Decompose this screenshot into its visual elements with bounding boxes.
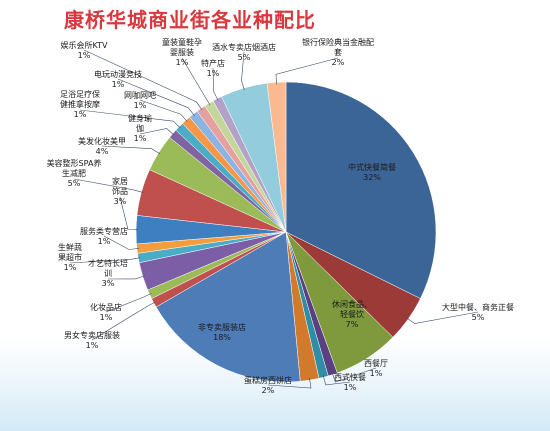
leader-line-8 — [91, 301, 156, 341]
slice-label-16: 健身瑜伽 1% — [128, 113, 152, 143]
leader-line-6 — [267, 378, 312, 389]
slice-labels: 中式快餐简餐 32% 大型中餐、商务正餐 5% 休闲食品、轻餐饮 7% 西餐厅 1%西式快餐 1… — [47, 37, 514, 395]
leader-line-11 — [69, 257, 141, 264]
slice-label-11: 生鲜蔬果超市 1% — [58, 242, 82, 272]
leader-line-18 — [139, 99, 188, 122]
slice-label-20: 娱乐会所KTV 1% — [61, 40, 109, 60]
leader-line-21 — [181, 57, 211, 106]
slice-label-24: 银行保险典当金融配套 2% — [302, 37, 374, 67]
leader-line-10 — [107, 275, 145, 280]
leader-line-17 — [79, 109, 181, 129]
slice-label-8: 男女专卖店服装 1% — [64, 330, 120, 350]
slice-label-13: 家居饰品 3% — [112, 176, 128, 206]
leader-lines — [69, 49, 479, 389]
chart-title: 康桥华城商业街各业种配比 — [64, 8, 316, 32]
slice-label-2: 大型中餐、商务正餐 5% — [442, 302, 514, 322]
leader-line-23 — [241, 51, 245, 91]
slice-label-18: 网咖网吧 1% — [124, 90, 156, 110]
slice-label-17: 足浴足疗保健推拿按摩 1% — [60, 89, 100, 119]
leader-line-14 — [73, 178, 144, 193]
leader-line-19 — [117, 78, 195, 116]
slice-label-6: 蛋糕房西饼店 2% — [244, 375, 292, 395]
slice-label-14: 美容整形SPA养生减肥 5% — [47, 158, 102, 188]
leader-line-16 — [139, 128, 175, 136]
slice-label-10: 才艺特长培训 3% — [88, 258, 128, 288]
leader-line-24 — [275, 57, 339, 85]
pie-slice-1 — [285, 81, 437, 299]
slice-label-3: 休闲食品、轻餐饮 7% — [332, 299, 372, 329]
leader-line-5 — [322, 375, 351, 386]
slice-label-9: 化妆品店 1% — [90, 302, 122, 322]
slice-label-1: 中式快餐简餐 32% — [348, 162, 396, 182]
leader-line-2 — [406, 311, 479, 324]
leader-line-4 — [331, 367, 377, 383]
leader-line-20 — [83, 49, 203, 111]
slice-label-22: 特产店 1% — [201, 58, 225, 78]
pie-slice-7 — [155, 231, 301, 383]
slice-label-12: 服务类专营店 1% — [80, 226, 128, 246]
leader-line-13 — [119, 196, 139, 230]
slice-label-15: 美发化妆美甲 4% — [78, 136, 126, 156]
slice-label-5: 西式快餐 1% — [334, 372, 366, 392]
slice-label-21: 童装童鞋孕婴服装 1% — [162, 37, 202, 67]
leader-line-22 — [212, 67, 219, 101]
slice-label-7: 非专卖服装店 18% — [198, 322, 246, 342]
leader-line-9 — [105, 293, 152, 313]
slice-label-4: 西餐厅 1% — [364, 359, 388, 378]
pie-slices — [135, 81, 437, 383]
slice-label-23: 酒水专卖店烟酒店 5% — [212, 42, 276, 62]
leader-line-15 — [101, 145, 161, 155]
slice-label-19: 电玩动漫竞技 1% — [94, 69, 142, 89]
leader-line-12 — [103, 235, 139, 250]
